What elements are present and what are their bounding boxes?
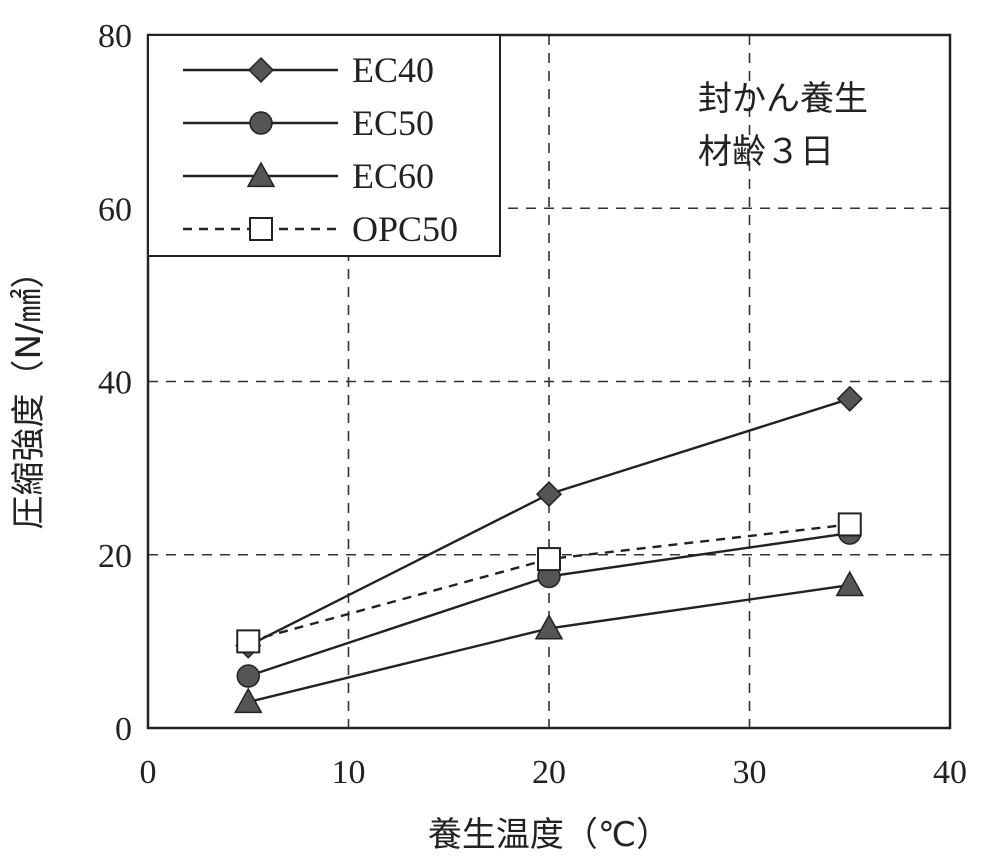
x-tick-label-0: 0 bbox=[140, 754, 157, 791]
data-point-ec60-20 bbox=[534, 613, 564, 640]
data-point-opc50-5 bbox=[236, 629, 261, 654]
x-tick-label-40: 40 bbox=[933, 754, 967, 791]
y-tick-label-20: 20 bbox=[98, 538, 132, 575]
annotation-line-1: 封かん養生 bbox=[698, 79, 868, 119]
legend-marker-opc50 bbox=[249, 217, 273, 241]
legend-marker-ec60 bbox=[246, 161, 276, 188]
tick-labels: 0 10 20 30 40 0 20 40 60 80 bbox=[98, 18, 967, 791]
y-tick-label-60: 60 bbox=[98, 191, 132, 228]
y-tick-label-80: 80 bbox=[98, 18, 132, 55]
legend-marker-ec50 bbox=[249, 111, 273, 135]
annotation-line-2: 材齢３日 bbox=[698, 132, 834, 172]
data-point-ec40-20 bbox=[535, 481, 563, 508]
data-point-ec60-5 bbox=[233, 687, 263, 714]
legend: EC40 EC50 EC60 OPC50 bbox=[147, 34, 501, 257]
legend-label-ec40: EC40 bbox=[352, 50, 434, 90]
y-tick-label-40: 40 bbox=[98, 365, 132, 402]
legend-label-opc50: OPC50 bbox=[352, 209, 458, 249]
x-tick-label-10: 10 bbox=[332, 754, 366, 791]
legend-label-ec60: EC60 bbox=[352, 156, 434, 196]
plot-frame bbox=[146, 33, 952, 730]
x-tick-label-30: 30 bbox=[733, 754, 767, 791]
data-point-ec40-35 bbox=[836, 385, 863, 412]
y-tick-label-0: 0 bbox=[115, 711, 132, 748]
data-point-ec50-5 bbox=[236, 664, 260, 688]
data-point-opc50-20 bbox=[537, 547, 561, 572]
x-axis-title: 養生温度（℃） bbox=[428, 815, 670, 855]
data-point-ec60-35 bbox=[835, 570, 865, 597]
y-axis-title: 圧縮強度（N/㎟） bbox=[9, 255, 49, 530]
legend-label-ec50: EC50 bbox=[352, 103, 434, 143]
data-point-opc50-35 bbox=[837, 512, 862, 537]
annotation: 封かん養生 材齢３日 bbox=[698, 79, 868, 172]
x-tick-label-20: 20 bbox=[532, 754, 566, 791]
legend-marker-ec40 bbox=[247, 56, 275, 84]
legend-frame bbox=[147, 34, 501, 257]
series-layer bbox=[233, 385, 865, 714]
